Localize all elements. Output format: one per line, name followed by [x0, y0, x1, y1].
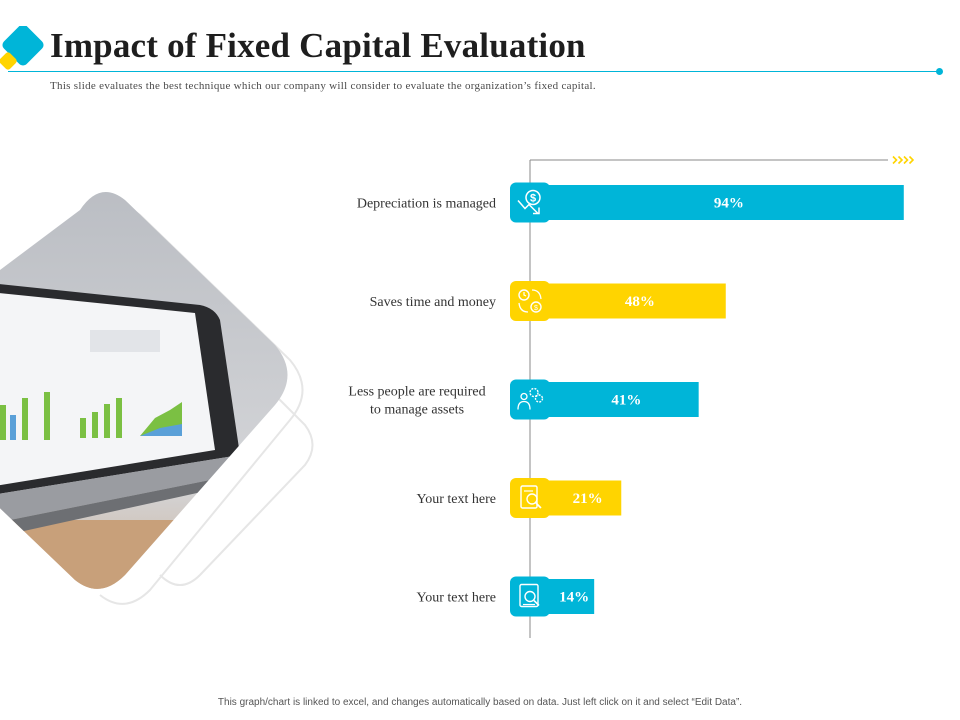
page-subtitle: This slide evaluates the best technique … — [50, 80, 596, 92]
value-label-5: 14% — [559, 590, 589, 606]
value-label-3: 41% — [611, 393, 641, 409]
category-label-1: Depreciation is managed — [357, 197, 496, 212]
document-check-icon — [520, 485, 542, 509]
bar-1 — [540, 185, 904, 220]
bar-2 — [540, 283, 726, 319]
footer-note: This graph/chart is linked to excel, and… — [217, 697, 743, 708]
value-label-1: 94% — [714, 196, 744, 212]
svg-text:$: $ — [530, 193, 536, 205]
dollar-down-icon: $ — [517, 189, 541, 215]
icon-tile-3 — [510, 379, 550, 420]
icon-tile-2 — [510, 281, 550, 321]
chevrons-icon — [892, 155, 915, 165]
category-label-4: Your text here — [417, 492, 496, 507]
laptop-photo — [0, 192, 314, 605]
bar-3 — [540, 382, 699, 417]
category-label-2: Saves time and money — [370, 295, 496, 310]
document-search-icon — [519, 583, 540, 608]
chart-layer: $ 94% Depreciation is managed $ 48% Saves … — [348, 155, 915, 638]
bar-4 — [540, 480, 622, 516]
time-money-cycle-icon: $ — [518, 289, 542, 313]
icon-tile-5 — [510, 576, 550, 617]
people-gears-icon — [517, 387, 544, 410]
icon-tile-1 — [510, 182, 550, 223]
title-divider — [8, 71, 940, 72]
category-label-5: Your text here — [417, 591, 496, 606]
category-label-3: Less people are required to manage assets — [348, 385, 485, 418]
logo-mark — [0, 26, 44, 70]
icon-tile-4 — [510, 478, 550, 518]
value-label-2: 48% — [625, 294, 655, 310]
title-divider-dot — [936, 68, 943, 75]
svg-text:$: $ — [534, 305, 538, 312]
value-label-4: 21% — [573, 491, 603, 507]
page-title: Impact of Fixed Capital Evaluation — [50, 26, 586, 65]
